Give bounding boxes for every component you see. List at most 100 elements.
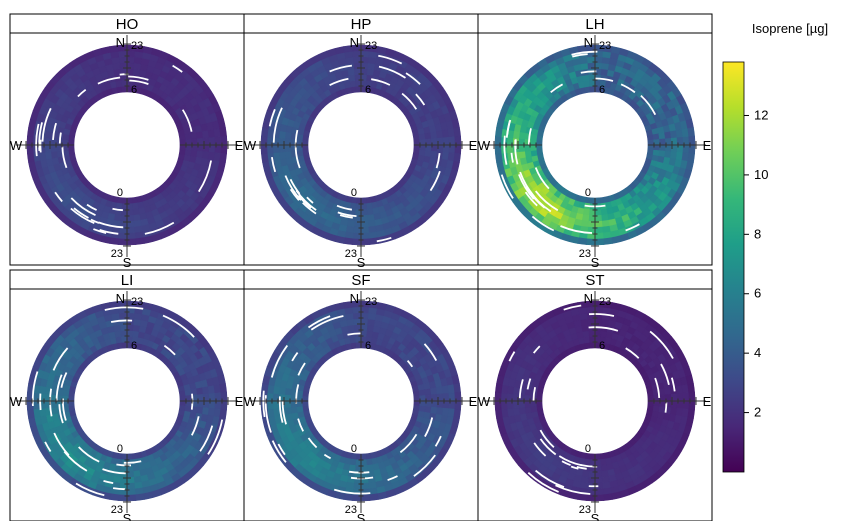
missing-data-gap (162, 314, 195, 338)
missing-data-gap (588, 326, 619, 332)
heat-cell (355, 341, 362, 349)
heat-cell (348, 74, 356, 82)
heat-cell (185, 144, 193, 151)
heat-cell (584, 86, 591, 94)
heat-cell (184, 389, 192, 397)
heat-cell (360, 197, 367, 205)
missing-data-gap (295, 189, 317, 211)
heat-cell (132, 214, 141, 222)
heat-cell (179, 400, 187, 407)
heat-cell (687, 408, 695, 419)
missing-data-gap (70, 197, 96, 217)
polar-annulus (23, 44, 228, 249)
hour-label-mid: 6 (365, 340, 371, 352)
missing-data-gap (405, 72, 421, 85)
missing-data-gap (102, 468, 126, 475)
compass-south: S (123, 511, 132, 521)
missing-data-gap (97, 76, 121, 85)
compass-west: W (10, 394, 23, 409)
heat-cell (581, 324, 590, 332)
heat-cell (653, 400, 661, 407)
heat-cell (185, 139, 193, 146)
missing-data-gap (376, 236, 392, 243)
polar-annulus (491, 44, 696, 249)
heat-cell (424, 132, 432, 140)
heat-cell (134, 493, 145, 501)
missing-data-gap (563, 304, 582, 311)
missing-data-gap (128, 75, 149, 81)
heat-cell (599, 452, 606, 460)
heat-cell (599, 196, 606, 204)
missing-data-gap (190, 416, 200, 436)
hour-label-start: 0 (351, 187, 357, 199)
missing-data-gap (508, 351, 516, 362)
missing-data-gap (534, 190, 559, 212)
missing-data-gap (291, 352, 299, 362)
hour-label-start: 0 (351, 443, 357, 455)
missing-data-gap (297, 362, 306, 376)
heat-cell (647, 139, 655, 146)
missing-data-gap (510, 152, 514, 163)
missing-data-gap (99, 229, 119, 235)
missing-data-gap (670, 377, 676, 392)
colorbar: Isoprene [µg] 2 4 6 8 10 12 (722, 21, 828, 473)
hour-label-end: 23 (111, 248, 123, 260)
missing-data-gap (297, 418, 304, 432)
heat-cell (179, 144, 187, 151)
missing-data-gap (60, 372, 68, 388)
heat-cell (131, 452, 138, 460)
heat-cell (495, 127, 503, 138)
heat-cell (664, 387, 672, 396)
missing-data-gap (660, 363, 670, 386)
missing-data-gap (561, 460, 571, 467)
compass-east: E (235, 138, 244, 153)
heat-cell (261, 383, 269, 394)
missing-data-gap (264, 395, 272, 433)
heat-cell (295, 400, 303, 407)
missing-data-gap (110, 319, 133, 323)
heat-cell (302, 149, 310, 156)
polar-annulus (257, 44, 462, 249)
missing-data-gap (163, 344, 176, 356)
heat-cell (190, 132, 198, 140)
heat-cell (530, 405, 538, 413)
hour-label-start: 0 (585, 187, 591, 199)
missing-data-gap (533, 442, 547, 457)
heat-cell (584, 342, 591, 350)
hour-label-mid: 6 (131, 340, 137, 352)
heat-cell (366, 208, 374, 216)
missing-data-gap (505, 120, 511, 138)
missing-data-gap (307, 315, 331, 329)
missing-data-gap (435, 153, 441, 169)
hour-label-end: 23 (579, 504, 591, 516)
hour-label-end: 23 (345, 504, 357, 516)
compass-north: N (350, 291, 359, 306)
colorbar-title: Isoprene [µg] (752, 21, 828, 36)
heat-cell (68, 149, 76, 156)
heat-cell (594, 453, 601, 461)
heat-cell (687, 127, 695, 138)
polar-axes (250, 35, 472, 257)
heat-cell (355, 85, 362, 93)
missing-data-gap (207, 419, 224, 455)
heat-cell (424, 388, 432, 396)
missing-data-gap (198, 160, 212, 193)
missing-data-gap (423, 343, 438, 362)
compass-east: E (703, 138, 712, 153)
colorbar-tick-label: 6 (754, 286, 761, 301)
missing-data-gap (323, 453, 332, 460)
heat-cell (602, 493, 613, 501)
missing-data-gap (54, 191, 63, 203)
missing-data-gap (539, 429, 555, 448)
compass-north: N (350, 35, 359, 50)
missing-data-gap (518, 174, 535, 200)
missing-data-gap (270, 344, 289, 378)
heat-cell (419, 395, 427, 402)
heat-cell (301, 139, 309, 146)
heat-cell (583, 336, 591, 344)
heat-cell (290, 406, 298, 414)
heat-cell (453, 152, 461, 163)
heat-cell (535, 395, 543, 402)
heat-cell (360, 453, 367, 461)
